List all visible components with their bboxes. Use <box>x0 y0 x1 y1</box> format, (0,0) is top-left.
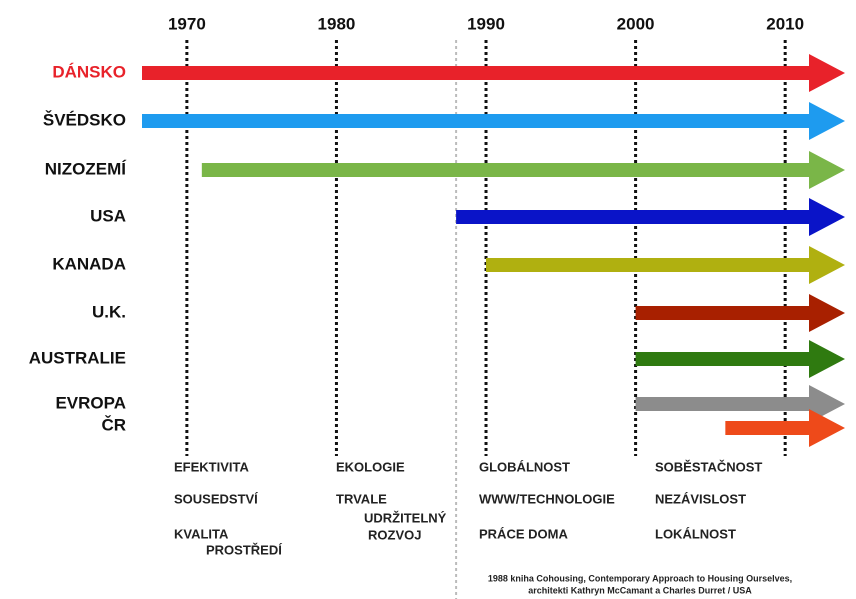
note: NEZÁVISLOST <box>655 491 746 506</box>
arrow <box>201 151 846 189</box>
note: ROZVOJ <box>368 527 421 542</box>
note: PROSTŘEDÍ <box>206 542 282 557</box>
note: SOUSEDSTVÍ <box>174 491 258 506</box>
note: GLOBÁLNOST <box>479 459 570 474</box>
arrow <box>486 246 845 284</box>
x-tick-label: 1980 <box>318 14 356 33</box>
note: TRVALE <box>336 491 387 506</box>
category-label: USA <box>90 206 126 225</box>
category-label: DÁNSKO <box>52 62 126 81</box>
note: KVALITA <box>174 526 229 541</box>
note: UDRŽITELNÝ <box>364 510 447 525</box>
category-label: NIZOZEMÍ <box>45 159 127 178</box>
category-label: U.K. <box>92 302 126 321</box>
note: SOBĚSTAČNOST <box>655 459 762 474</box>
category-label: EVROPA <box>55 393 126 412</box>
arrow <box>725 409 845 447</box>
x-tick-label: 1970 <box>168 14 206 33</box>
arrow <box>142 54 845 92</box>
category-label: KANADA <box>52 254 126 273</box>
note: LOKÁLNOST <box>655 526 736 541</box>
note: WWW/TECHNOLOGIE <box>479 491 615 506</box>
arrow <box>456 198 845 236</box>
arrow <box>635 385 845 423</box>
x-tick-label: 2000 <box>617 14 655 33</box>
x-tick-label: 1990 <box>467 14 505 33</box>
category-label: ŠVÉDSKO <box>43 110 126 129</box>
arrow <box>635 294 845 332</box>
arrow <box>142 102 845 140</box>
note: EFEKTIVITA <box>174 459 249 474</box>
note: EKOLOGIE <box>336 459 405 474</box>
category-label: ČR <box>101 415 126 434</box>
note: PRÁCE DOMA <box>479 526 568 541</box>
x-tick-label: 2010 <box>766 14 804 33</box>
footnote: architekti Kathryn McCamant a Charles Du… <box>528 585 752 595</box>
category-label: AUSTRALIE <box>29 348 126 367</box>
arrow <box>635 340 845 378</box>
footnote: 1988 kniha Cohousing, Contemporary Appro… <box>488 573 792 583</box>
